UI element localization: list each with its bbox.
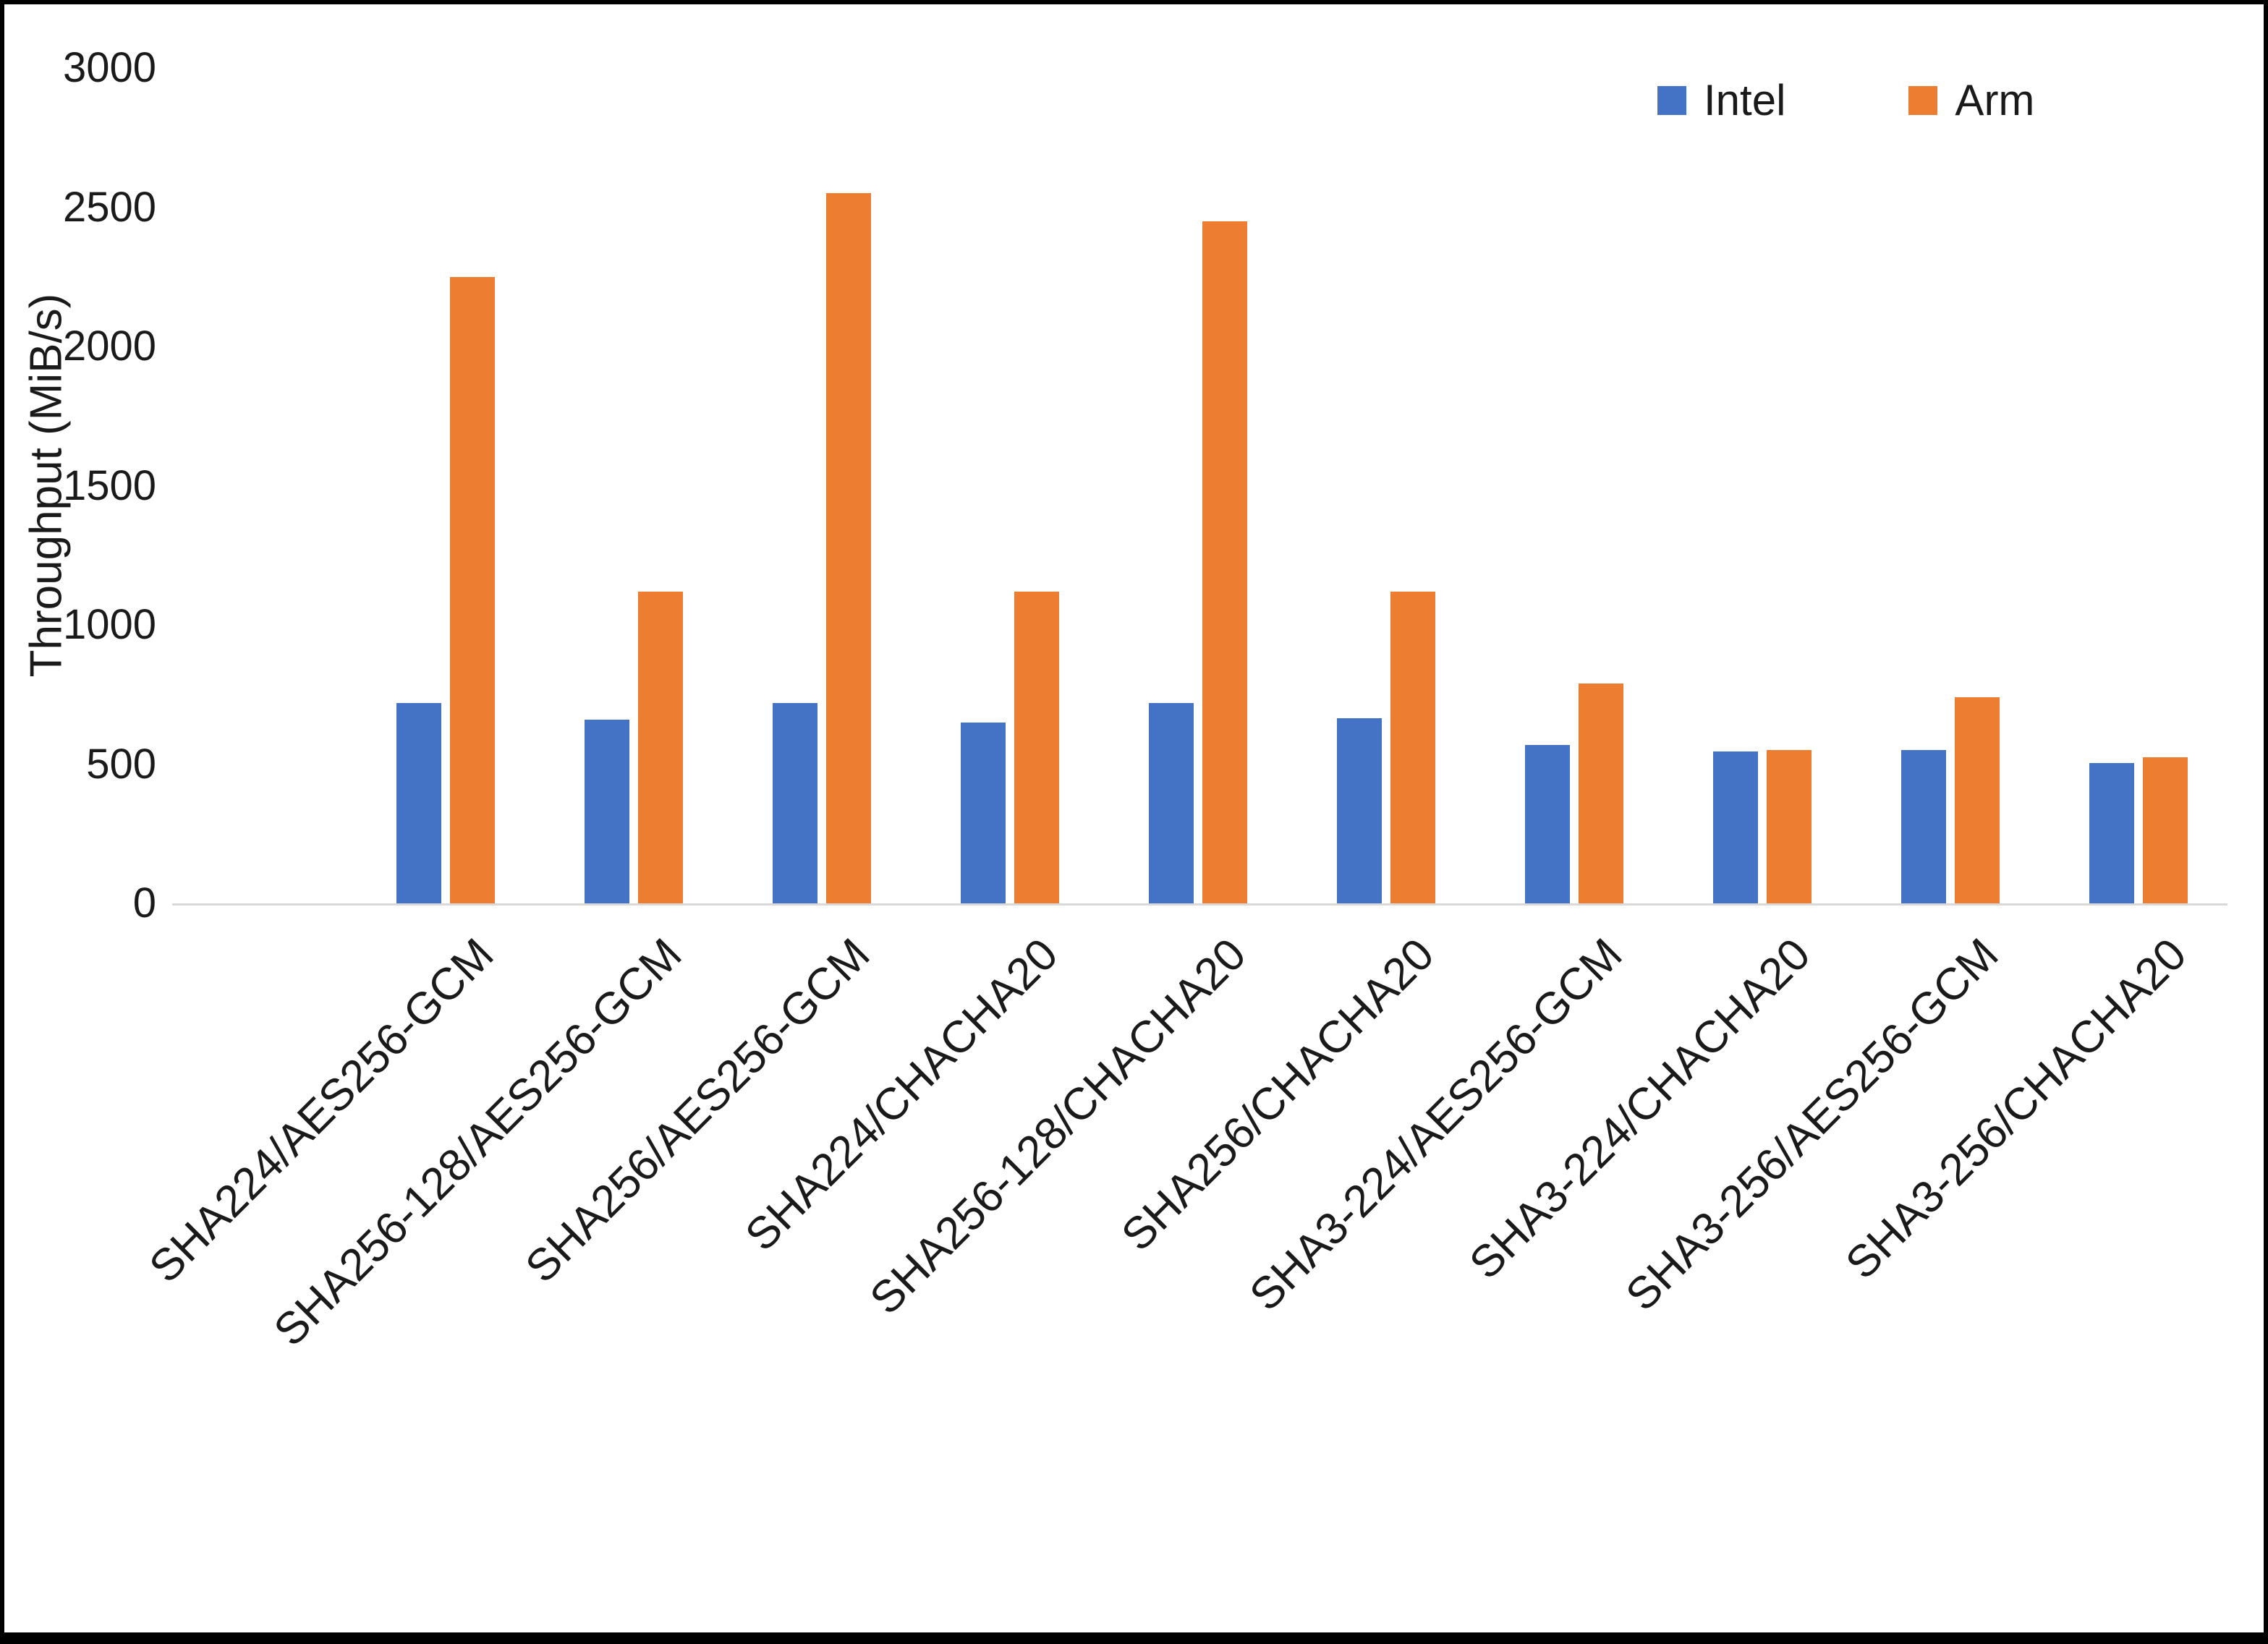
legend-item-intel: Intel — [1657, 75, 1785, 125]
bar-arm — [2143, 757, 2188, 903]
bar-arm — [1767, 750, 1812, 903]
bar-group — [352, 68, 540, 903]
bar-intel — [1149, 702, 1194, 903]
y-tick-label: 3000 — [62, 44, 156, 91]
bar-arm — [1390, 591, 1435, 903]
plot-area — [352, 68, 2233, 903]
bar-arm — [638, 591, 683, 903]
bar-group — [1856, 68, 2044, 903]
bar-arm — [826, 193, 871, 903]
bar-intel — [1901, 750, 1946, 903]
bar-arm — [1202, 221, 1247, 903]
bar-group — [1668, 68, 1856, 903]
legend-item-arm: Arm — [1908, 75, 2034, 125]
arm-series-swatch-icon — [1908, 85, 1938, 115]
y-tick-label: 1000 — [62, 601, 156, 648]
bar-group — [1292, 68, 1480, 903]
intel-series-swatch-icon — [1657, 85, 1686, 115]
y-tick-label: 0 — [132, 880, 156, 927]
legend-label-intel: Intel — [1704, 76, 1786, 124]
bar-group — [1104, 68, 1292, 903]
legend: Intel Arm — [1657, 75, 2034, 125]
bar-intel — [1713, 751, 1758, 903]
bar-arm — [1014, 591, 1059, 903]
y-tick-label: 2000 — [62, 323, 156, 370]
bar-group — [540, 68, 728, 903]
bar-group — [916, 68, 1104, 903]
legend-label-arm: Arm — [1955, 76, 2035, 124]
bar-intel — [396, 702, 441, 903]
bar-group — [728, 68, 916, 903]
bar-intel — [1337, 717, 1382, 903]
bar-intel — [585, 719, 629, 903]
bar-arm — [1955, 697, 2000, 903]
bar-intel — [773, 702, 817, 903]
bar-intel — [1525, 744, 1570, 903]
y-tick-label: 1500 — [62, 461, 156, 509]
bar-arm — [1579, 683, 1623, 903]
bar-intel — [961, 722, 1006, 903]
bar-group — [2044, 68, 2233, 903]
x-axis-line — [172, 903, 2227, 906]
bar-arm — [450, 276, 495, 903]
y-tick-label: 2500 — [62, 183, 156, 231]
y-tick-label: 500 — [86, 740, 156, 788]
bar-group — [1480, 68, 1668, 903]
bar-intel — [2089, 762, 2134, 903]
